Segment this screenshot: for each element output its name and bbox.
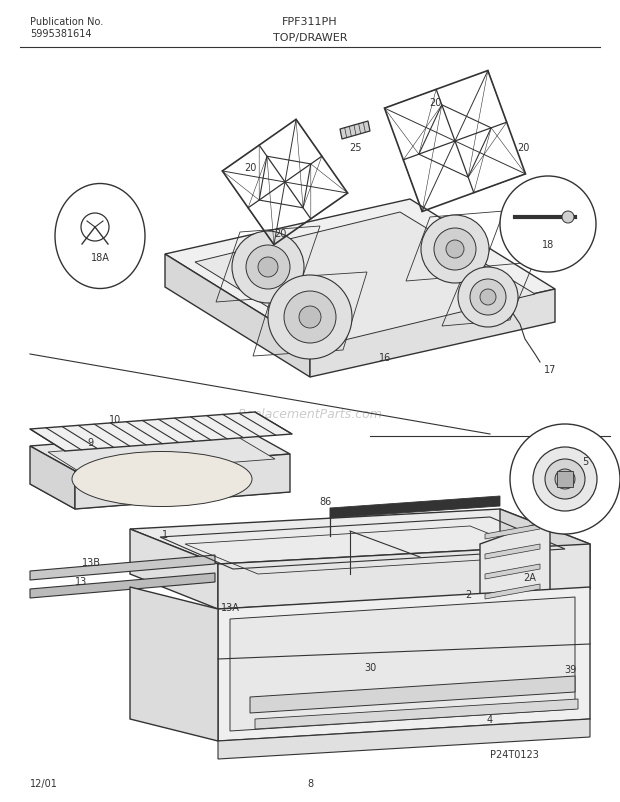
Text: FPF311PH: FPF311PH	[282, 17, 338, 27]
Polygon shape	[130, 587, 218, 741]
Text: 16: 16	[379, 353, 391, 363]
Circle shape	[258, 257, 278, 277]
Circle shape	[555, 469, 575, 489]
Polygon shape	[218, 587, 590, 741]
Ellipse shape	[72, 452, 252, 507]
Polygon shape	[30, 573, 215, 598]
Text: 12/01: 12/01	[30, 778, 58, 788]
Text: 17: 17	[544, 365, 556, 375]
Polygon shape	[485, 585, 540, 599]
Text: 39: 39	[564, 664, 576, 674]
Polygon shape	[30, 468, 290, 509]
Polygon shape	[310, 290, 555, 378]
Polygon shape	[485, 565, 540, 579]
Text: 10: 10	[109, 415, 121, 424]
Text: 20: 20	[274, 229, 286, 239]
Polygon shape	[255, 699, 578, 729]
Circle shape	[421, 216, 489, 284]
Polygon shape	[218, 545, 590, 610]
Circle shape	[434, 229, 476, 270]
Circle shape	[480, 290, 496, 306]
Polygon shape	[218, 719, 590, 759]
Text: 13: 13	[75, 577, 87, 586]
Text: 2A: 2A	[523, 573, 536, 582]
Polygon shape	[230, 597, 575, 731]
Text: 5: 5	[582, 456, 588, 467]
Polygon shape	[130, 529, 218, 610]
Text: 9: 9	[87, 437, 93, 448]
Circle shape	[470, 280, 506, 316]
Text: 1: 1	[162, 529, 168, 539]
Text: P24T0123: P24T0123	[490, 749, 539, 759]
Polygon shape	[195, 213, 535, 345]
Polygon shape	[30, 429, 290, 472]
Polygon shape	[480, 520, 550, 659]
Circle shape	[246, 245, 290, 290]
Polygon shape	[30, 412, 292, 452]
Circle shape	[299, 306, 321, 329]
Text: TOP/DRAWER: TOP/DRAWER	[273, 33, 347, 43]
Circle shape	[533, 448, 597, 512]
Circle shape	[562, 212, 574, 224]
Text: 4: 4	[487, 714, 493, 724]
Text: 5995381614: 5995381614	[30, 29, 92, 39]
Circle shape	[268, 276, 352, 359]
Text: 30: 30	[364, 662, 376, 672]
Polygon shape	[165, 255, 310, 378]
Polygon shape	[485, 604, 540, 619]
Circle shape	[458, 268, 518, 327]
Circle shape	[232, 232, 304, 304]
Circle shape	[500, 176, 596, 273]
FancyBboxPatch shape	[557, 472, 573, 488]
Circle shape	[284, 292, 336, 343]
Text: 20: 20	[429, 98, 441, 107]
Text: 18: 18	[542, 240, 554, 249]
Polygon shape	[165, 200, 555, 345]
Polygon shape	[500, 509, 590, 589]
Text: 25: 25	[348, 143, 361, 153]
Polygon shape	[48, 437, 275, 475]
Text: 13B: 13B	[82, 557, 101, 567]
Text: Publication No.: Publication No.	[30, 17, 104, 27]
Circle shape	[545, 460, 585, 500]
Text: ReplacementParts.com: ReplacementParts.com	[237, 408, 383, 421]
Polygon shape	[75, 455, 290, 509]
Polygon shape	[485, 525, 540, 539]
Text: 8: 8	[307, 778, 313, 788]
Circle shape	[446, 241, 464, 259]
Polygon shape	[30, 555, 215, 581]
Polygon shape	[30, 447, 75, 509]
Text: 18A: 18A	[91, 253, 110, 263]
Text: 13A: 13A	[221, 602, 239, 612]
Circle shape	[510, 424, 620, 534]
Polygon shape	[130, 509, 590, 565]
Polygon shape	[340, 122, 370, 140]
Ellipse shape	[55, 184, 145, 290]
Polygon shape	[485, 545, 540, 559]
Text: 86: 86	[319, 496, 331, 506]
Polygon shape	[250, 676, 575, 713]
Polygon shape	[330, 496, 500, 518]
Text: 20: 20	[517, 143, 529, 153]
Text: 20: 20	[244, 163, 256, 172]
Text: 2: 2	[465, 589, 471, 599]
